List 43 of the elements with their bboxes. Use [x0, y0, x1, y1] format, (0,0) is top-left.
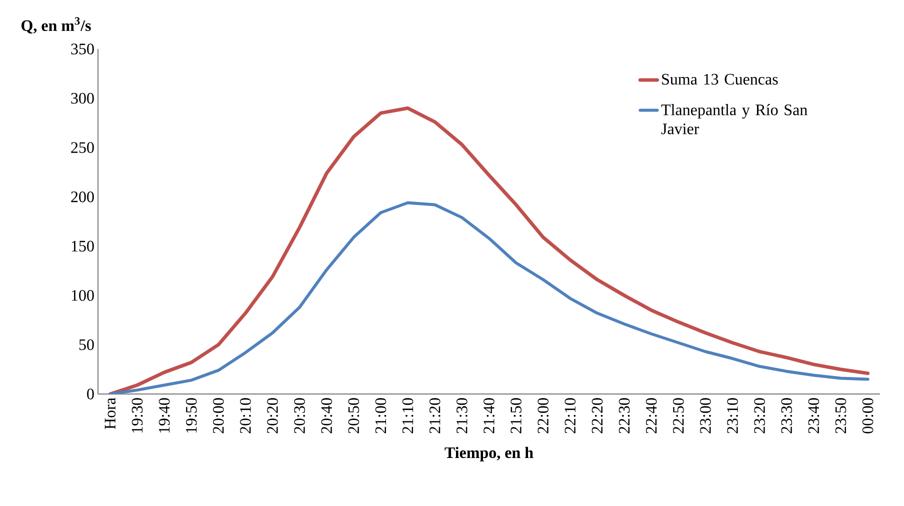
x-tick-label: 19:30: [132, 398, 143, 433]
x-tick-label: 20:00: [212, 398, 224, 434]
x-tick-label: 23:30: [781, 398, 792, 434]
x-tick-label: 23:20: [754, 398, 766, 434]
x-tick-label: 21:50: [510, 398, 522, 434]
x-tick-label: 20:50: [348, 398, 360, 434]
y-tick-label: 350: [71, 44, 94, 54]
x-tick-label: 22:00: [538, 398, 549, 434]
x-tick-label: 23:40: [808, 398, 820, 434]
y-tick-label: 150: [72, 240, 94, 252]
x-tick-label: 19:50: [186, 398, 197, 433]
y-axis-title: Q, en m$^{3}$/s: [22, 17, 91, 34]
x-tick-label: 21:00: [375, 398, 386, 434]
x-axis-title: Tiempo, en h: [444, 446, 534, 462]
y-tick-label: 100: [72, 290, 94, 301]
x-tick-label: 22:10: [564, 398, 576, 434]
x-tick-label: 23:00: [700, 398, 711, 434]
y-tick-label: 300: [71, 92, 94, 104]
y-tick-label: 200: [71, 191, 94, 202]
x-tick-label: 20:20: [267, 398, 278, 434]
x-tick-label: 00:00: [862, 398, 874, 434]
x-tick-label: 22:30: [618, 398, 630, 434]
x-tick-label: 20:10: [240, 398, 251, 434]
x-tick-label: 22:40: [646, 398, 657, 434]
line-series: [108, 106, 870, 394]
legend-label: Tlanepantla y Río San Javier: [661, 104, 808, 134]
x-tick-label: 22:20: [592, 398, 603, 434]
x-tick-label: 21:10: [402, 398, 414, 434]
x-tick-label: 19:40: [158, 398, 170, 433]
y-tick-label: 50: [79, 339, 94, 350]
x-tick-label: 22:50: [672, 398, 684, 434]
x-tick-label: Hora: [104, 398, 116, 430]
x-tick-label: 21:30: [456, 398, 468, 434]
y-tick-label: 250: [71, 142, 94, 153]
x-tick-label: 20:40: [321, 398, 332, 434]
line-series: [108, 201, 870, 394]
x-tick-label: 21:40: [484, 398, 494, 434]
legend-label: Suma 13 Cuencas: [662, 74, 778, 85]
x-tick-label: 20:30: [294, 398, 306, 434]
x-tick-label: 23:50: [835, 398, 846, 434]
x-tick-label: 21:20: [429, 398, 440, 434]
x-tick-label: 23:10: [727, 398, 738, 434]
y-tick-label: 0: [87, 388, 94, 400]
